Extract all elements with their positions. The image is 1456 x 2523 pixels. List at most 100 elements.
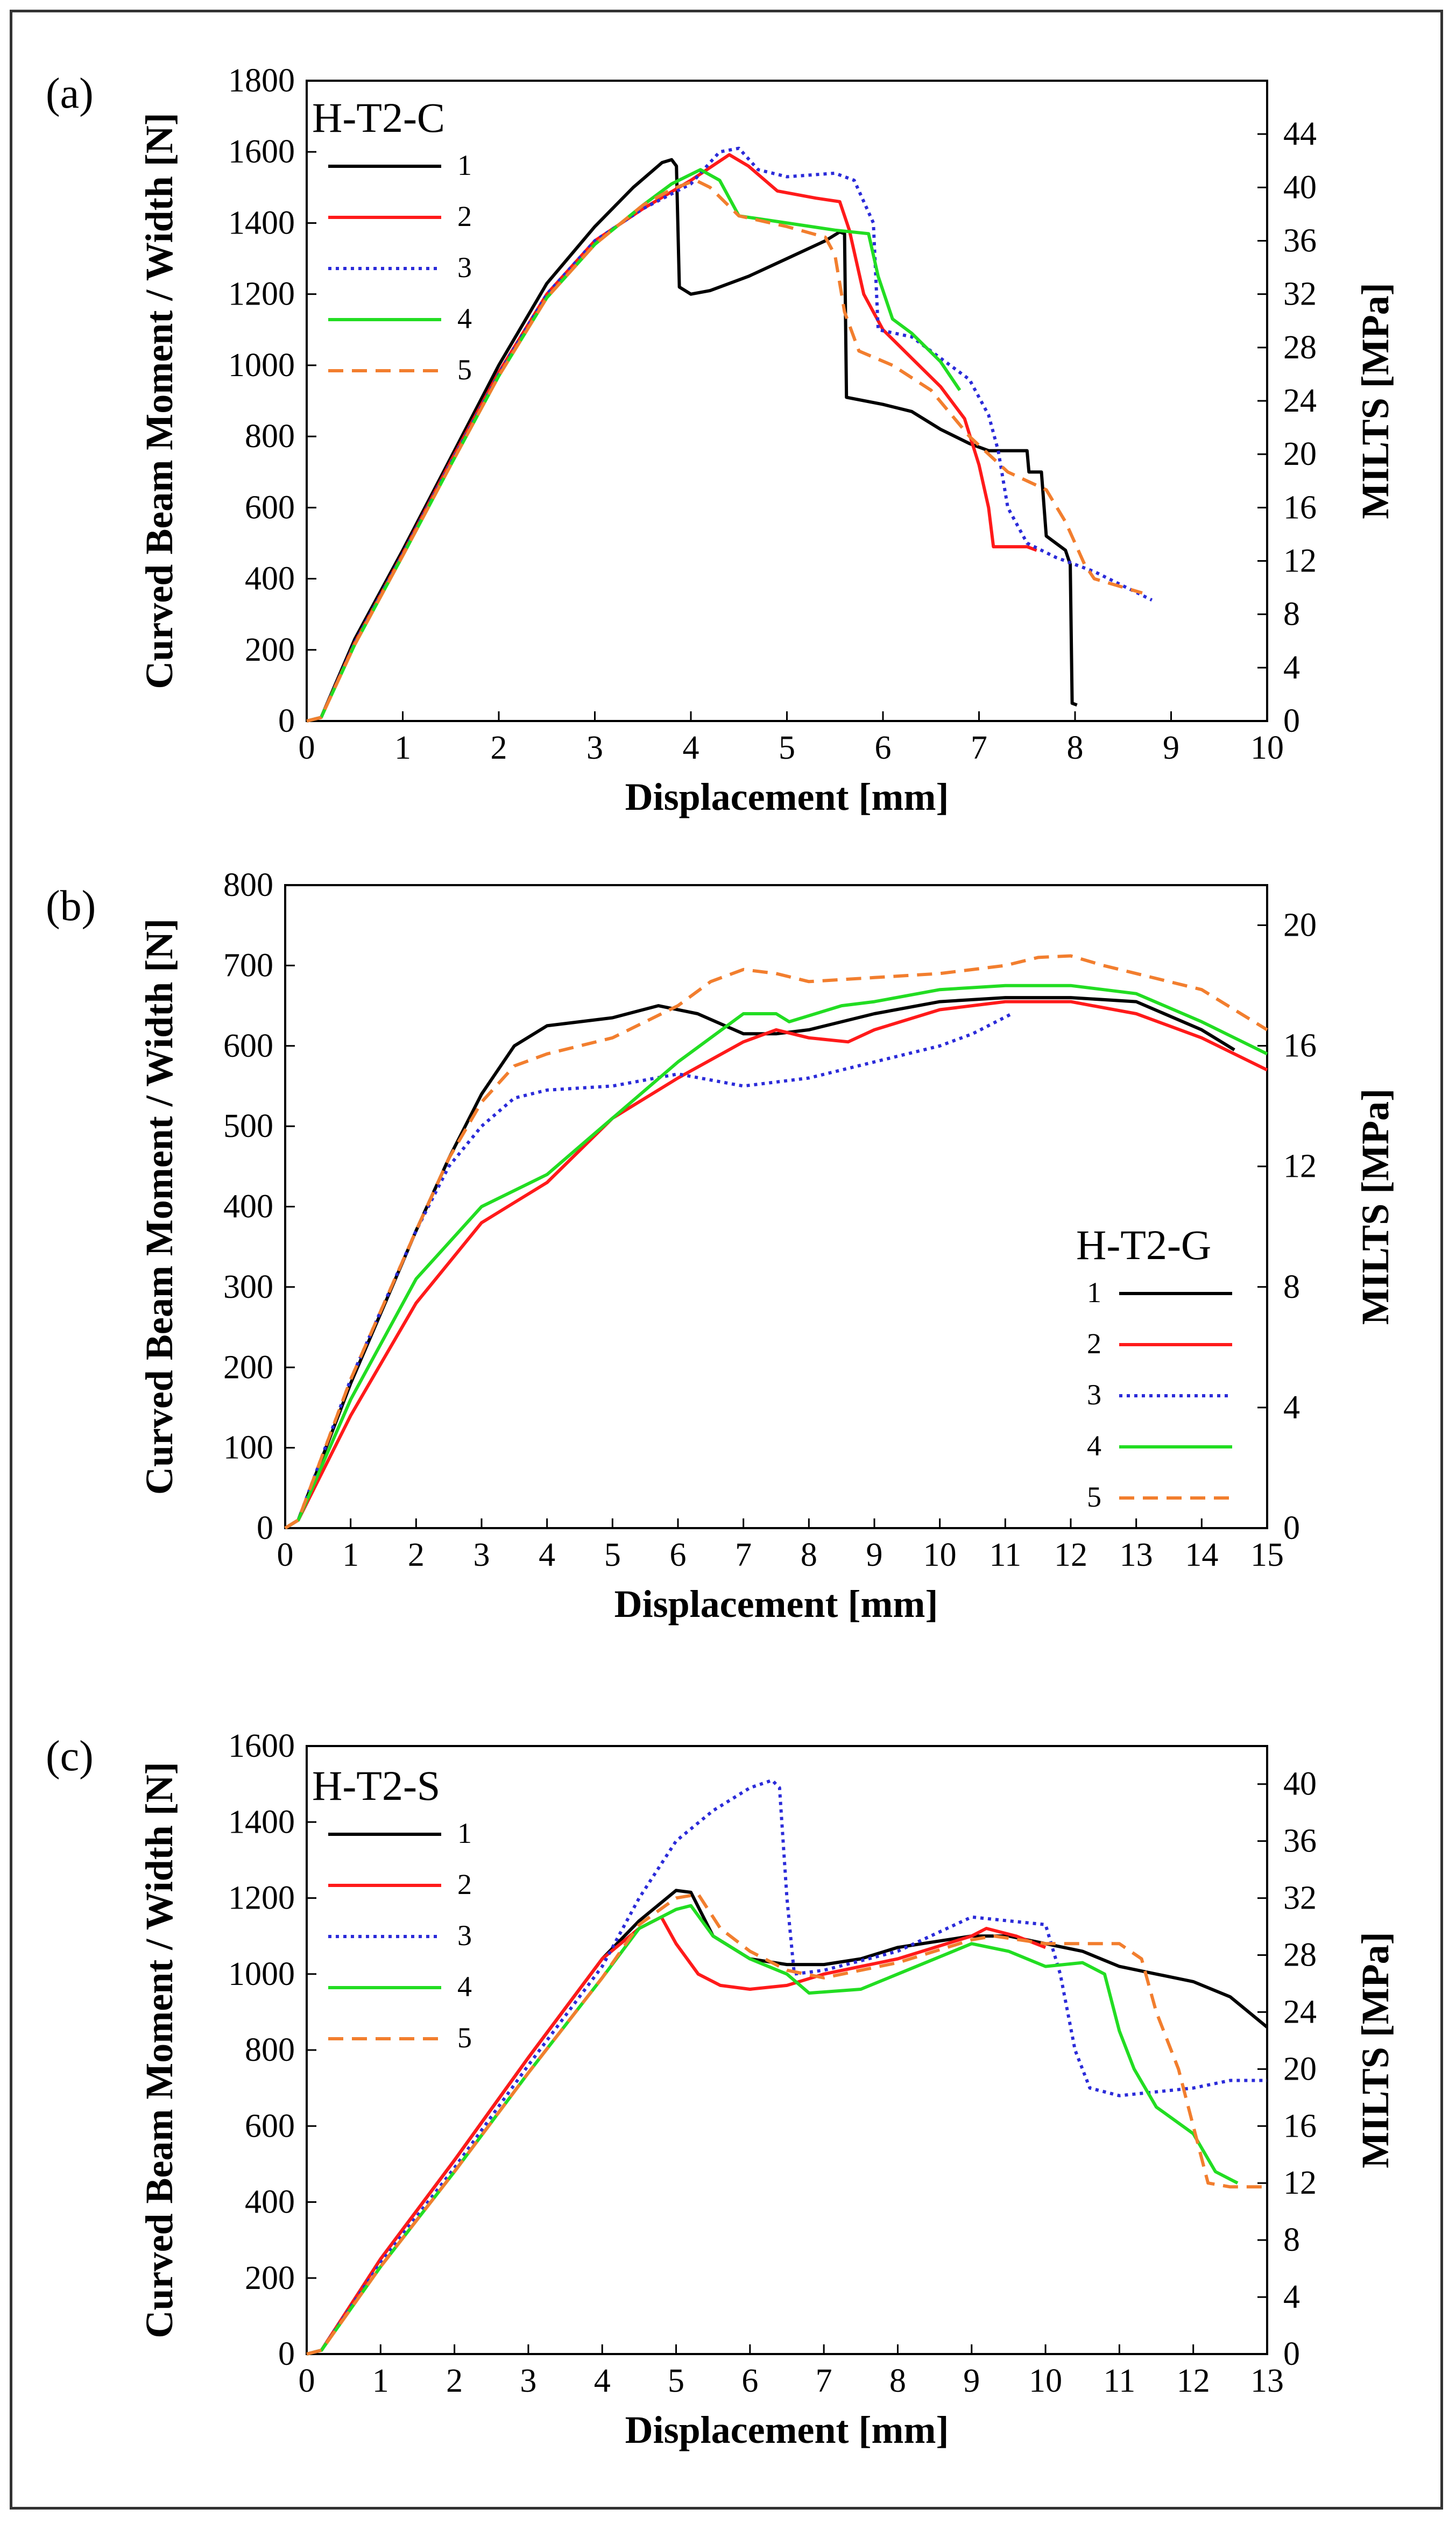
y-tick-label: 600 [245, 2108, 295, 2144]
y2-tick-label: 32 [1283, 1880, 1317, 1917]
legend-label: 5 [457, 354, 472, 386]
y-tick-label: 1600 [228, 1728, 295, 1764]
y-tick-label: 500 [223, 1108, 273, 1144]
y-tick-label: 400 [245, 561, 295, 597]
legend-label: 1 [457, 149, 472, 181]
y2-tick-label: 0 [1283, 1510, 1300, 1546]
y-axis-title: Curved Beam Moment / Width [N] [138, 112, 181, 689]
y-tick-label: 1000 [228, 347, 295, 384]
y2-tick-label: 40 [1283, 169, 1317, 206]
chart-panel-1: 0 1 2 3 4 5 6 7 8 9 100200400600800100012001400160… [46, 62, 1397, 818]
y2-tick-label: 20 [1283, 2051, 1317, 2087]
x-tick-label: 6 [741, 2363, 758, 2399]
y-tick-label: 800 [223, 867, 273, 903]
legend-label: 5 [1087, 1481, 1101, 1513]
x-tick-label: 3 [520, 2363, 536, 2399]
y2-tick-label: 16 [1283, 2108, 1317, 2144]
y2-tick-label: 24 [1283, 1994, 1317, 2030]
y2-tick-label: 20 [1283, 436, 1317, 472]
y2-tick-label: 12 [1283, 543, 1317, 579]
x-tick-label: 8 [801, 1537, 817, 1573]
y-tick-label: 600 [223, 1028, 273, 1064]
y2-tick-label: 0 [1283, 703, 1300, 739]
series-line-2 [284, 1000, 1268, 1530]
y-tick-label: 800 [245, 418, 295, 455]
chart-panel-2: 0 1 2 3 4 5 6 7 8 9 10 11 12 13 14 15010020030040050060… [46, 867, 1397, 1626]
x-tick-label: 0 [277, 1537, 294, 1573]
y-axis-title: Curved Beam Moment / Width [N] [138, 918, 181, 1495]
chart-title: H-T2-S [312, 1762, 440, 1809]
x-tick-label: 2 [408, 1537, 425, 1573]
y-tick-label: 400 [223, 1189, 273, 1225]
y-tick-label: 1400 [228, 204, 295, 241]
x-tick-label: 10 [1250, 730, 1284, 766]
y-tick-label: 300 [223, 1269, 273, 1305]
x-tick-label: 1 [372, 2363, 389, 2399]
series-line-5 [284, 954, 1268, 1530]
y-tick-label: 1200 [228, 276, 295, 313]
x-tick-label: 9 [866, 1537, 883, 1573]
chart-panel-3: 0 1 2 3 4 5 6 7 8 9 10 11 12 130200400600800100012001… [46, 1728, 1397, 2451]
x-tick-label: 11 [1104, 2363, 1136, 2399]
series-line-4 [284, 984, 1268, 1530]
panel-label: (b) [46, 882, 96, 930]
x-tick-label: 10 [923, 1537, 957, 1573]
y2-tick-label: 16 [1283, 489, 1317, 526]
y-tick-label: 1000 [228, 1956, 295, 1992]
legend-label: 2 [457, 200, 472, 232]
x-tick-label: 9 [1163, 730, 1179, 766]
series-line-3 [284, 1012, 1013, 1530]
figure-frame [10, 10, 1443, 2510]
chart-title: H-T2-G [1076, 1221, 1211, 1268]
series-line-2 [306, 1915, 1047, 2356]
series-line-4 [306, 1904, 1239, 2356]
y-tick-label: 0 [278, 2336, 295, 2372]
y-tick-label: 200 [223, 1349, 273, 1386]
y2-tick-label: 8 [1283, 2222, 1300, 2258]
x-tick-label: 5 [668, 2363, 684, 2399]
y-tick-label: 100 [223, 1430, 273, 1466]
y-tick-label: 600 [245, 489, 295, 526]
y2-tick-label: 36 [1283, 223, 1317, 259]
y2-tick-label: 40 [1283, 1766, 1317, 1803]
x-tick-label: 6 [670, 1537, 687, 1573]
x-tick-label: 10 [1029, 2363, 1062, 2399]
legend-label: 3 [457, 251, 472, 284]
y-tick-label: 400 [245, 2184, 295, 2221]
x-tick-label: 5 [779, 730, 795, 766]
y2-tick-label: 4 [1283, 1389, 1300, 1426]
y2-tick-label: 28 [1283, 1937, 1317, 1973]
series-line-2 [306, 153, 1037, 723]
plot-area [284, 884, 1268, 1529]
y-axis-title: Curved Beam Moment / Width [N] [138, 1762, 181, 2338]
series-line-4 [306, 168, 962, 723]
legend-label: 4 [1087, 1430, 1101, 1462]
y-tick-label: 700 [223, 947, 273, 984]
y-tick-label: 0 [257, 1510, 273, 1546]
x-tick-label: 7 [816, 2363, 832, 2399]
x-tick-label: 7 [971, 730, 987, 766]
y2-tick-label: 12 [1283, 2165, 1317, 2201]
y-tick-label: 1800 [228, 62, 295, 99]
x-tick-label: 8 [889, 2363, 906, 2399]
x-axis-title: Displacement [mm] [625, 2408, 949, 2451]
legend-label: 2 [1087, 1327, 1101, 1360]
legend-label: 4 [457, 302, 472, 335]
series-line-5 [306, 1892, 1267, 2356]
x-tick-label: 2 [446, 2363, 463, 2399]
x-axis-title: Displacement [mm] [614, 1582, 938, 1626]
series-line-3 [306, 1778, 1267, 2356]
legend-label: 5 [457, 2022, 472, 2054]
x-tick-label: 13 [1120, 1537, 1153, 1573]
x-tick-label: 12 [1054, 1537, 1087, 1573]
x-tick-label: 4 [683, 730, 699, 766]
x-tick-label: 4 [539, 1537, 555, 1573]
series-line-5 [306, 179, 1143, 723]
x-tick-label: 0 [299, 730, 315, 766]
x-tick-label: 1 [342, 1537, 359, 1573]
plot-area [306, 1745, 1268, 2355]
legend-label: 3 [457, 1919, 472, 1952]
y-tick-label: 1200 [228, 1880, 295, 1917]
y2-tick-label: 0 [1283, 2336, 1300, 2372]
